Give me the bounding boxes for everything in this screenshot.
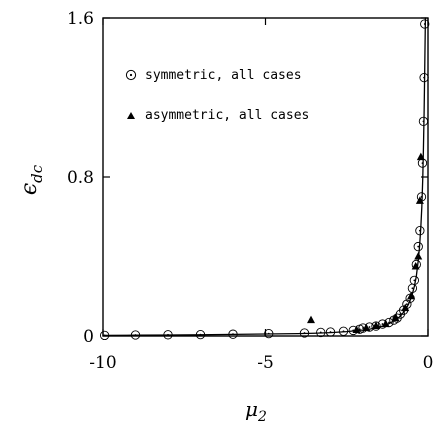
fit-curve bbox=[102, 17, 427, 337]
symmetric-point bbox=[264, 328, 274, 339]
symmetric-point bbox=[299, 328, 310, 338]
plot-frame bbox=[102, 17, 429, 337]
symmetric-point bbox=[195, 329, 206, 340]
asymmetric-point bbox=[416, 152, 425, 161]
y-tick-label: 0 bbox=[83, 327, 94, 347]
y-tick-label: 0.8 bbox=[67, 168, 94, 188]
symmetric-point bbox=[413, 241, 423, 252]
symmetric-point bbox=[409, 275, 419, 285]
legend-marker-symmetric bbox=[125, 69, 137, 81]
fit-curve-layer bbox=[102, 17, 427, 337]
y-axis-symbol: ϵ bbox=[17, 183, 42, 195]
symmetric-point bbox=[420, 19, 430, 29]
x-axis-symbol: μ bbox=[245, 397, 258, 421]
data-points-layer bbox=[99, 19, 430, 341]
legend-label-symmetric: symmetric, all cases bbox=[145, 68, 302, 83]
x-axis-subscript: 2 bbox=[257, 409, 267, 425]
asymmetric-point bbox=[307, 315, 315, 324]
asymmetric-point bbox=[415, 196, 424, 204]
asymmetric-point bbox=[391, 313, 400, 322]
x-axis-label: μ2 bbox=[245, 397, 267, 425]
asymmetric-point bbox=[414, 252, 423, 260]
asymmetric-point bbox=[411, 261, 420, 270]
symmetric-point bbox=[163, 330, 173, 340]
y-tick-label: 1.6 bbox=[67, 9, 94, 29]
legend-marker-asymmetric bbox=[127, 112, 135, 119]
x-tick-label: 0 bbox=[423, 353, 434, 373]
symmetric-point bbox=[415, 226, 425, 236]
x-tick-label: -5 bbox=[257, 353, 274, 373]
legend-label-asymmetric: asymmetric, all cases bbox=[145, 108, 309, 123]
asymmetric-point bbox=[407, 291, 416, 300]
asymmetric-point bbox=[362, 323, 371, 332]
legend: symmetric, all cases asymmetric, all cas… bbox=[125, 68, 309, 123]
asymmetric-point bbox=[381, 319, 390, 328]
x-tick-label: -10 bbox=[89, 353, 116, 373]
y-axis-subscript: dc bbox=[28, 164, 46, 183]
ticks-layer: -10 -5 0 0 0.8 1.6 bbox=[67, 9, 433, 373]
asymmetric-point bbox=[372, 321, 380, 330]
y-axis-label: ϵdc bbox=[17, 164, 46, 195]
asymmetric-point bbox=[401, 303, 410, 312]
asymmetric-point bbox=[352, 325, 361, 334]
symmetric-point bbox=[228, 329, 238, 339]
